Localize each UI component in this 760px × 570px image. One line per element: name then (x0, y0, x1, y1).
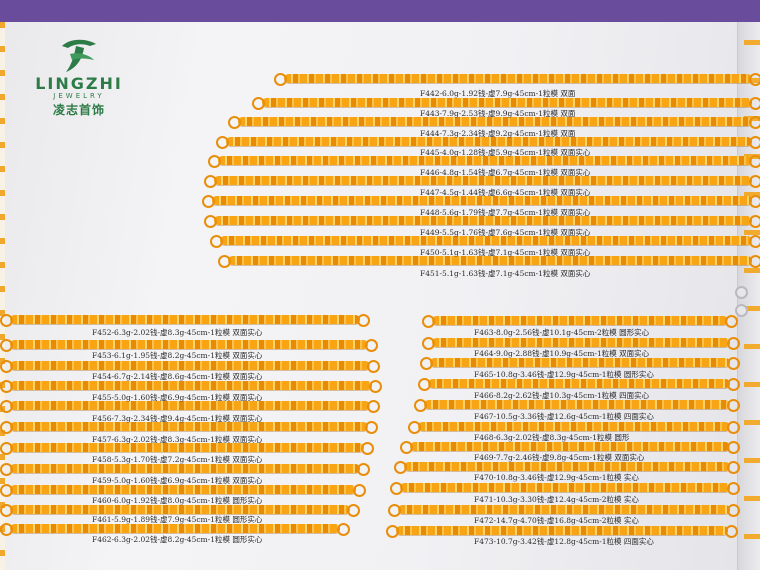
product-label: F463-8.0g-2.56钱-虚10.1g-45cm-2粒模 圆形实心 (474, 328, 650, 337)
chain-image (0, 442, 374, 455)
product-label: F461-5.9g-1.89钱-虚7.9g-45cm-1粒模 圆形实心 (92, 515, 263, 524)
brand-name: LINGZHI (35, 74, 123, 93)
product-label: F454-6.7g-2.14钱-虚8.6g-45cm-1粒模 双面实心 (92, 372, 263, 381)
chain-image (420, 357, 740, 370)
chain-image (422, 337, 740, 350)
chain-image (388, 504, 740, 517)
chain-image (274, 73, 760, 86)
product-label: F468-6.3g-2.02钱-虚8.3g-45cm-1粒模 圆形 (474, 433, 630, 442)
chain-image (228, 116, 760, 129)
product-label: F448-5.6g-1.79钱-虚7.7g-45cm-1粒模 双面实心 (420, 208, 591, 217)
product-label: F469-7.7g-2.46钱-虚9.8g-45cm-1粒模 双面实心 (474, 453, 645, 462)
chain-image (390, 482, 740, 495)
product-label: F445-4.0g-1.28钱-虚5.9g-45cm-1粒模 双面实心 (420, 148, 591, 157)
product-label: F465-10.8g-3.46钱-虚12.9g-45cm-1粒模 圆形实心 (474, 370, 654, 379)
product-label: F473-10.7g-3.42钱-虚12.8g-45cm-1粒模 四面实心 (474, 537, 654, 546)
chain-image (202, 195, 760, 208)
chain-image (0, 314, 370, 327)
chain-image (0, 339, 378, 352)
chain-image (0, 421, 378, 434)
chain-image (204, 175, 760, 188)
product-label: F447-4.5g-1.44钱-虚6.6g-45cm-1粒模 双面实心 (420, 188, 591, 197)
chain-image (0, 523, 350, 536)
product-label: F460-6.0g-1.92钱-虚8.0g-45cm-1粒模 圆形实心 (92, 496, 263, 505)
product-label: F453-6.1g-1.95钱-虚8.2g-45cm-1粒模 双面实心 (92, 351, 263, 360)
product-label: F458-5.3g-1.70钱-虚7.2g-45cm-1粒模 双面实心 (92, 455, 263, 464)
product-label: F446-4.8g-1.54钱-虚6.7g-45cm-1粒模 双面实心 (420, 168, 591, 177)
chain-image (208, 155, 760, 168)
chain-image (0, 380, 382, 393)
product-label: F449-5.5g-1.76钱-虚7.6g-45cm-1粒模 双面实心 (420, 228, 591, 237)
chain-image (422, 315, 738, 328)
product-label: F466-8.2g-2.62钱-虚10.3g-45cm-1粒模 四面实心 (474, 391, 650, 400)
background-top (0, 0, 760, 22)
left-page-edge (0, 22, 5, 570)
chain-image (204, 215, 760, 228)
product-label: F444-7.3g-2.34钱-虚9.2g-45cm-1粒模 双面 (420, 129, 576, 138)
product-label: F459-5.0g-1.60钱-虚6.9g-45cm-1粒模 双面实心 (92, 476, 263, 485)
product-label: F464-9.0g-2.88钱-虚10.9g-45cm-1粒模 双面实心 (474, 349, 650, 358)
chain-image (400, 441, 740, 454)
brand-subtitle: JEWELRY (53, 92, 105, 100)
product-label: F467-10.5g-3.36钱-虚12.6g-45cm-1粒模 四面实心 (474, 412, 654, 421)
brand-chinese-name: 凌志首饰 (52, 103, 105, 117)
binder-hole (735, 286, 748, 299)
product-label: F462-6.3g-2.02钱-虚8.2g-45cm-1粒模 圆形实心 (92, 535, 263, 544)
product-label: F452-6.3g-2.02钱-虚8.3g-45cm-1粒模 双面实心 (92, 328, 263, 337)
product-label: F457-6.3g-2.02钱-虚8.3g-45cm-1粒模 双面实心 (92, 435, 263, 444)
chain-image (408, 421, 740, 434)
binder-hole (735, 304, 748, 317)
chain-image (418, 378, 740, 391)
chain-image (386, 525, 738, 538)
product-label: F443-7.9g-2.53钱-虚9.9g-45cm-1粒模 双面 (420, 109, 576, 118)
chain-image (0, 504, 360, 517)
chain-image (0, 463, 370, 476)
chain-image (0, 360, 380, 373)
chain-image (252, 97, 760, 110)
product-label: F455-5.0g-1.60钱-虚6.9g-45cm-1粒模 双面实心 (92, 393, 263, 402)
dragon-logo-icon (62, 39, 96, 72)
chain-image (0, 484, 366, 497)
product-label: F450-5.1g-1.63钱-虚7.1g-45cm-1粒模 双面实心 (420, 248, 591, 257)
right-page-chains (744, 40, 760, 560)
chain-image (210, 235, 760, 248)
chain-image (394, 461, 740, 474)
product-label: F471-10.3g-3.30钱-虚12.4g-45cm-2粒模 实心 (474, 495, 639, 504)
product-label: F456-7.3g-2.34钱-虚9.4g-45cm-1粒模 双面实心 (92, 414, 263, 423)
brand-logo: LINGZHI JEWELRY 凌志首饰 (34, 36, 124, 118)
chain-image (0, 400, 380, 413)
product-label: F470-10.8g-3.46钱-虚12.9g-45cm-1粒模 实心 (474, 473, 639, 482)
chain-image (414, 399, 740, 412)
product-label: F451-5.1g-1.63钱-虚7.1g-45cm-1粒模 双面实心 (420, 269, 591, 278)
chain-image (218, 255, 760, 268)
product-label: F442-6.0g-1.92钱-虚7.9g-45cm-1粒模 双面 (420, 89, 576, 98)
product-label: F472-14.7g-4.70钱-虚16.8g-45cm-2粒模 实心 (474, 516, 639, 525)
chain-image (216, 136, 760, 149)
